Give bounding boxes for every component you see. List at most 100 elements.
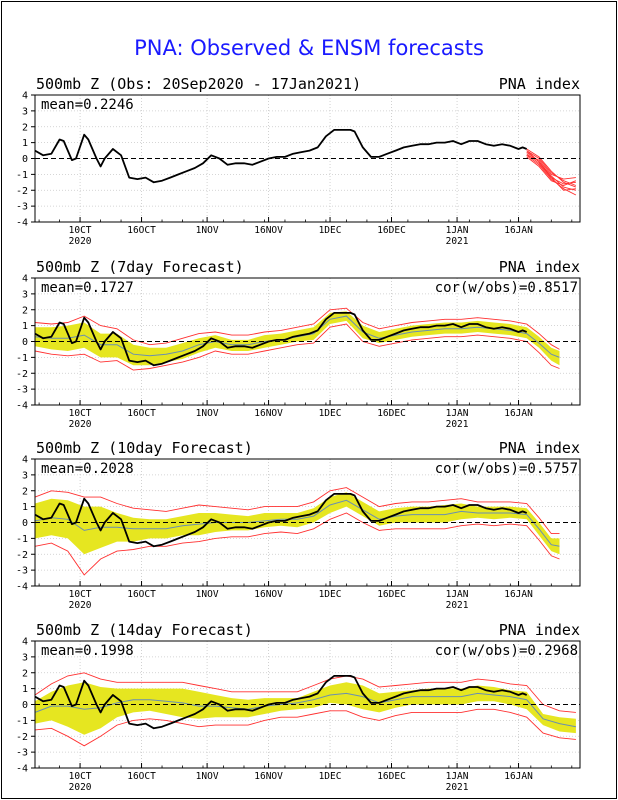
x-tick-label: 1DEC [319,225,342,236]
x-tick-label: 16DEC [377,771,406,782]
panel-title: 500mb Z (Obs: 20Sep2020 - 17Jan2021) [36,75,361,93]
index-label: PNA index [499,258,580,276]
mean-label: mean=0.1727 [41,280,134,296]
upper-bound-line [34,307,560,350]
x-tick-label: 1NOV [196,589,219,600]
x-tick-label: 10CT [69,771,92,782]
y-tick-label: -4 [16,218,28,229]
y-tick-label: 1 [22,321,28,332]
y-tick-label: -3 [16,202,28,213]
y-tick-label: -3 [16,385,28,396]
y-tick-label: -3 [16,566,28,577]
y-tick-label: 0 [22,154,28,165]
forecast-member-line [526,156,577,186]
y-tick-label: 3 [22,470,28,481]
y-tick-label: -2 [16,186,28,197]
forecast-member-line [526,150,577,186]
x-tick-label: 1JAN [446,771,469,782]
spread-band [35,682,576,735]
correlation-label: cor(w/obs)=0.2968 [435,643,578,659]
x-tick-year-label: 2020 [69,600,92,611]
observed-line [34,675,528,730]
x-tick-label: 16DEC [377,225,406,236]
panel-title: 500mb Z (7day Forecast) [36,258,244,276]
y-tick-label: -2 [16,550,28,561]
y-tick-label: 1 [22,138,28,149]
panel-10day-forecast: 500mb Z (10day Forecast) PNA index 4 3 2 1 0 -1… [16,439,581,611]
y-tick-label: 4 [22,637,28,648]
y-tick-label: -4 [16,401,28,412]
x-tick-label: 16NOV [254,589,283,600]
y-tick-label: 3 [22,652,28,663]
panel-observed: 500mb Z (Obs: 20Sep2020 - 17Jan2021) PNA … [16,75,581,247]
x-tick-label: 1NOV [196,225,219,236]
panel-7day-forecast: 500mb Z (7day Forecast) PNA index 4 3 2 1 0 -1 -… [16,258,581,430]
x-tick-label: 1DEC [319,589,342,600]
x-tick-label: 16NOV [254,408,283,419]
x-tick-label: 1JAN [446,589,469,600]
observed-line [34,312,528,367]
upper-bound-line [34,487,560,535]
mean-label: mean=0.2246 [41,97,134,113]
y-tick-label: 0 [22,518,28,529]
y-tick-label: 1 [22,684,28,695]
x-tick-label: 16DEC [377,589,406,600]
x-tick-year-label: 2020 [69,419,92,430]
panel-14day-forecast: 500mb Z (14day Forecast) PNA index 4 3 2 1 0 -1… [16,621,581,793]
y-tick-label: -1 [16,353,28,364]
index-label: PNA index [499,439,580,457]
x-tick-label: 1NOV [196,408,219,419]
x-tick-label: 1JAN [446,225,469,236]
y-tick-label: 4 [22,91,28,102]
x-tick-year-label: 2021 [446,236,469,247]
y-tick-label: -4 [16,764,28,775]
correlation-label: cor(w/obs)=0.5757 [435,461,578,477]
main-title: PNA: Observed & ENSM forecasts [134,36,484,60]
x-tick-label: 16OCT [127,589,156,600]
x-tick-label: 10CT [69,589,92,600]
y-tick-label: -2 [16,732,28,743]
x-tick-label: 16OCT [127,225,156,236]
observed-line [34,493,528,548]
y-tick-label: 3 [22,106,28,117]
x-tick-year-label: 2021 [446,782,469,793]
correlation-label: cor(w/obs)=0.8517 [435,280,578,296]
x-tick-label: 1DEC [319,408,342,419]
x-tick-year-label: 2021 [446,600,469,611]
panel-title: 500mb Z (10day Forecast) [36,439,253,457]
upper-bound-line [34,672,576,713]
x-tick-label: 16JAN [504,225,533,236]
panel-title: 500mb Z (14day Forecast) [36,621,253,639]
x-tick-label: 16OCT [127,771,156,782]
x-tick-label: 16JAN [504,589,533,600]
index-label: PNA index [499,621,580,639]
y-tick-label: 0 [22,337,28,348]
spread-band [35,311,560,366]
x-tick-label: 16JAN [504,771,533,782]
y-tick-label: 2 [22,486,28,497]
y-tick-label: -3 [16,748,28,759]
mean-label: mean=0.2028 [41,461,134,477]
observed-line [34,129,528,184]
y-tick-label: 4 [22,274,28,285]
y-tick-label: 2 [22,122,28,133]
y-tick-label: 2 [22,305,28,316]
y-tick-label: -2 [16,369,28,380]
lower-bound-line [34,323,560,371]
y-tick-label: 0 [22,700,28,711]
ensemble-mean-line [34,692,576,728]
y-tick-label: -1 [16,170,28,181]
x-tick-label: 16DEC [377,408,406,419]
y-tick-label: 1 [22,502,28,513]
x-tick-label: 16NOV [254,771,283,782]
lower-bound-line [34,512,560,576]
y-tick-label: 2 [22,668,28,679]
x-tick-label: 16JAN [504,408,533,419]
x-tick-label: 16NOV [254,225,283,236]
y-tick-label: -1 [16,534,28,545]
x-tick-label: 1NOV [196,771,219,782]
index-label: PNA index [499,75,580,93]
y-tick-label: -1 [16,716,28,727]
forecast-member-line [526,154,577,196]
